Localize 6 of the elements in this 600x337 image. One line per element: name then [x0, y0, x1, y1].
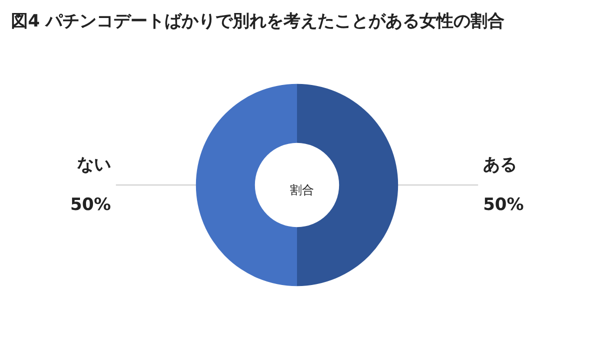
data-label: 50% — [483, 195, 524, 215]
chart-title: 図4 パチンコデートばかりで別れを考えたことがある女性の割合 — [11, 12, 505, 32]
text: 割合 — [290, 183, 314, 197]
data-label: 50% — [70, 195, 111, 215]
slice-label: ない — [76, 155, 111, 175]
slice-label: ある — [483, 155, 518, 175]
